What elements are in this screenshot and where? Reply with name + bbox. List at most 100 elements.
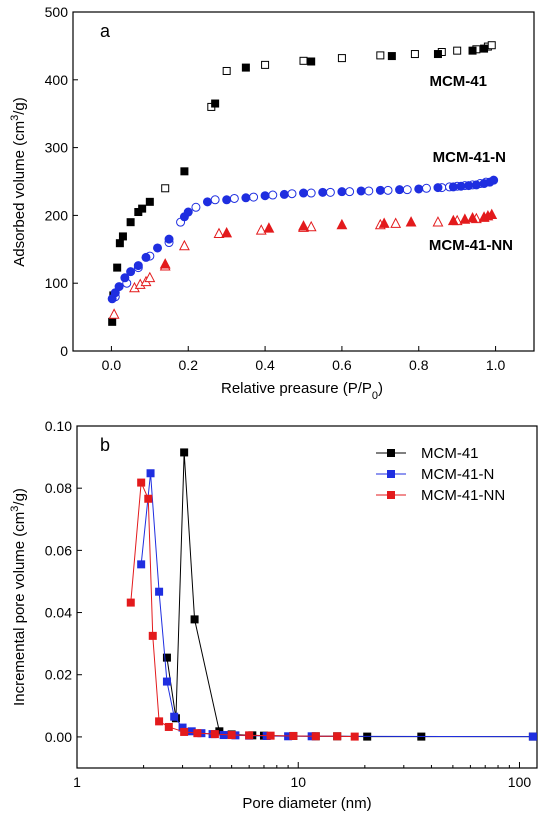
adsorption-point — [113, 263, 122, 272]
legend-item-mcm-41: MCM-41 — [376, 445, 479, 462]
adsorption-point — [375, 185, 385, 195]
data-point — [289, 731, 298, 740]
adsorption-point — [480, 44, 489, 53]
y-tick-label: 400 — [45, 72, 69, 88]
desorption-point — [108, 308, 120, 319]
adsorption-point — [405, 216, 417, 227]
adsorption-point — [337, 187, 347, 197]
y-tick-label: 0.06 — [45, 542, 72, 558]
adsorption-point — [153, 243, 163, 253]
panel-a-y-axis: 0 100 200 300 400 500 — [45, 4, 78, 359]
adsorption-point — [448, 182, 458, 192]
adsorption-point — [126, 267, 136, 277]
desorption-point — [402, 185, 412, 195]
adsorption-point — [307, 57, 316, 66]
desorption-point — [229, 193, 239, 203]
adsorption-point — [447, 214, 459, 226]
data-point — [137, 478, 146, 487]
legend-marker — [387, 470, 395, 478]
x-tick-label: 1 — [73, 774, 81, 790]
adsorption-point — [489, 175, 499, 185]
desorption-point — [178, 239, 190, 251]
x-tick-label: 0.6 — [332, 357, 352, 373]
data-point — [210, 730, 219, 739]
adsorption-point — [260, 191, 270, 201]
desorption-point — [325, 187, 335, 197]
legend-marker — [387, 491, 395, 499]
series-line — [130, 482, 355, 738]
series-mcm-41-n — [107, 175, 499, 304]
data-point — [146, 469, 155, 478]
desorption-point — [222, 66, 231, 75]
desorption-point — [345, 187, 355, 197]
data-point — [193, 729, 202, 738]
y-tick-label: 0.04 — [45, 605, 72, 621]
adsorption-point — [263, 222, 275, 233]
data-point — [245, 731, 254, 740]
data-point — [170, 712, 179, 721]
desorption-point — [299, 56, 308, 65]
legend-label: MCM-41-NN — [421, 487, 505, 504]
adsorption-point — [279, 189, 289, 199]
y-tick-label: 0 — [60, 343, 68, 359]
adsorption-point — [299, 188, 308, 198]
desorption-point — [376, 51, 385, 60]
data-point — [190, 615, 199, 624]
panel-b-plot-frame — [76, 425, 538, 769]
adsorption-point — [395, 185, 405, 195]
data-point — [155, 717, 164, 726]
panel-a-y-axis-label: Adsorbed volume (cm3/g) — [9, 97, 28, 267]
data-point — [528, 732, 537, 741]
adsorption-point — [456, 181, 466, 191]
data-point — [333, 732, 342, 741]
y-tick-label: 100 — [45, 275, 69, 291]
data-point — [126, 598, 135, 607]
adsorption-point — [241, 193, 251, 203]
adsorption-point — [486, 208, 498, 220]
data-point — [162, 653, 171, 662]
desorption-point — [390, 217, 402, 228]
panel-a-data-points — [107, 41, 499, 326]
data-point — [144, 494, 153, 503]
data-point — [148, 631, 157, 640]
desorption-point — [453, 46, 462, 55]
y-tick-label: 0.08 — [45, 480, 72, 496]
adsorption-point — [414, 184, 424, 194]
adsorption-point — [145, 197, 154, 206]
adsorption-point — [221, 226, 233, 238]
panel-a-label: a — [100, 21, 111, 41]
panel-b-legend: MCM-41 MCM-41-N MCM-41-NN — [376, 445, 505, 504]
adsorption-point — [141, 252, 151, 262]
desorption-point — [261, 60, 270, 69]
adsorption-point — [120, 273, 130, 283]
desorption-point — [337, 54, 346, 63]
desorption-point — [210, 195, 220, 205]
legend-item-mcm-41-nn: MCM-41-NN — [376, 487, 505, 504]
data-point — [164, 722, 173, 731]
series-line — [140, 473, 533, 738]
data-point — [266, 731, 275, 740]
panel-b-x-axis-label: Pore diameter (nm) — [242, 795, 371, 812]
desorption-point — [306, 188, 316, 198]
adsorption-point — [471, 180, 481, 190]
desorption-point — [161, 184, 170, 193]
adsorption-point — [126, 218, 135, 227]
adsorption-point — [387, 52, 396, 61]
panel-b-data-series — [126, 448, 537, 741]
data-point — [350, 732, 359, 741]
data-point — [311, 732, 320, 741]
panel-b-y-axis-label: Incremental pore volume (cm3/g) — [9, 488, 28, 706]
desorption-point — [487, 41, 496, 50]
panel-a-x-axis: 0.0 0.2 0.4 0.6 0.8 1.0 — [102, 346, 506, 373]
panel-b-pore-size-distribution: b 1 10 100 0.00 0.02 0.04 0.06 0.08 0.10 MCM-41… — [9, 418, 538, 812]
x-tick-label: 0.8 — [409, 357, 429, 373]
legend-label: MCM-41-N — [421, 466, 494, 483]
y-tick-label: 0.10 — [45, 418, 72, 434]
legend-label: MCM-41 — [421, 445, 479, 462]
series-label-mcm-41-nn: MCM-41-NN — [429, 237, 513, 254]
desorption-point — [249, 192, 259, 202]
adsorption-point — [202, 197, 212, 207]
panel-b-y-axis: 0.00 0.02 0.04 0.06 0.08 0.10 — [45, 418, 82, 745]
panel-a-plot-frame — [72, 11, 535, 352]
